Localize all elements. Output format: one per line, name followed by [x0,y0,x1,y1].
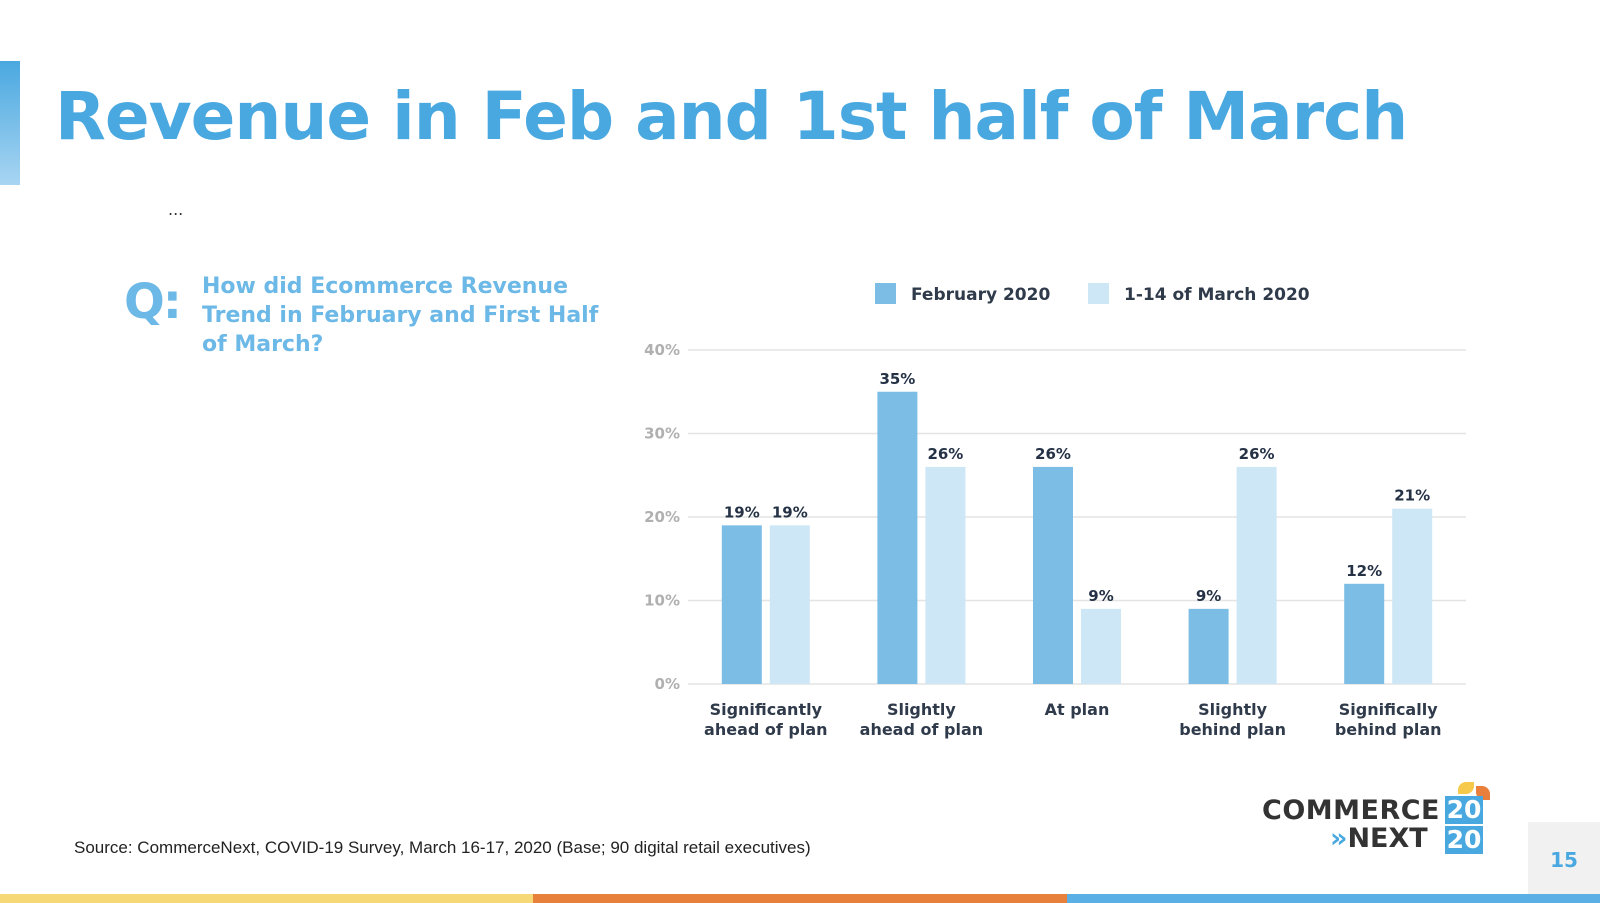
footer-segment-blue [1066,894,1600,903]
bar [1033,466,1073,684]
bar [721,525,762,684]
bar [925,466,966,684]
legend-label: 1-14 of March 2020 [1124,285,1310,305]
data-label: 35% [879,370,915,388]
logo-year-top: 20 [1445,795,1483,824]
x-category-label: Slightly [887,700,956,719]
logo-year-bottom: 20 [1445,825,1483,854]
footer-segment-yellow [0,894,534,903]
bar [1188,608,1229,684]
legend-swatch [1088,283,1109,304]
bar [769,525,810,684]
data-label: 26% [1239,445,1275,463]
logo-arrows-icon: » [1330,823,1348,854]
data-label: 9% [1196,587,1221,605]
logo-leaf-icon [1458,782,1474,794]
bar [1392,508,1433,684]
logo-line-2: »NEXT [1330,823,1428,854]
logo-line-2-text: NEXT [1347,823,1428,854]
data-label: 12% [1346,562,1382,580]
commercenext-logo: COMMERCE »NEXT 20 20 [1262,782,1512,860]
question-text: How did Ecommerce Revenue Trend in Febru… [202,274,599,357]
bar [1236,466,1277,684]
x-category-label: Significally [1339,700,1438,719]
data-label: 26% [927,445,963,463]
y-tick-label: 20% [644,508,680,526]
legend-label: February 2020 [911,285,1050,305]
y-tick-label: 10% [644,592,680,610]
source-note: Source: CommerceNext, COVID-19 Survey, M… [74,838,811,857]
question-icon: Q: [124,274,182,330]
bar [1344,583,1385,684]
y-tick-label: 30% [644,425,680,443]
bar-chart: 0% 10% 20% 30% 40% February 2020 1-14 of March… [644,283,1466,739]
bar [877,391,918,684]
accent-bar [0,61,20,185]
x-category-label: ahead of plan [704,720,828,739]
x-category-label: Slightly [1198,700,1267,719]
y-tick-label: 40% [644,341,680,359]
ellipsis: ... [168,200,184,219]
x-category-label: At plan [1045,700,1110,719]
page-number-box: 15 [1528,822,1600,894]
data-label: 19% [724,503,760,521]
data-label: 9% [1088,587,1113,605]
x-category-label: Significantly [710,700,823,719]
legend-swatch [875,283,896,304]
data-label: 26% [1035,445,1071,463]
x-category-label: behind plan [1335,720,1442,739]
y-tick-label: 0% [655,675,680,693]
x-category-label: ahead of plan [860,720,984,739]
footer-segment-orange [533,894,1067,903]
x-category-label: behind plan [1179,720,1286,739]
data-label: 21% [1394,487,1430,505]
slide-title: Revenue in Feb and 1st half of March [55,78,1408,155]
logo-line-1: COMMERCE [1262,795,1440,826]
footer-stripe [0,894,1600,903]
bar [1081,608,1121,684]
page-number: 15 [1550,848,1578,872]
data-label: 19% [772,503,808,521]
